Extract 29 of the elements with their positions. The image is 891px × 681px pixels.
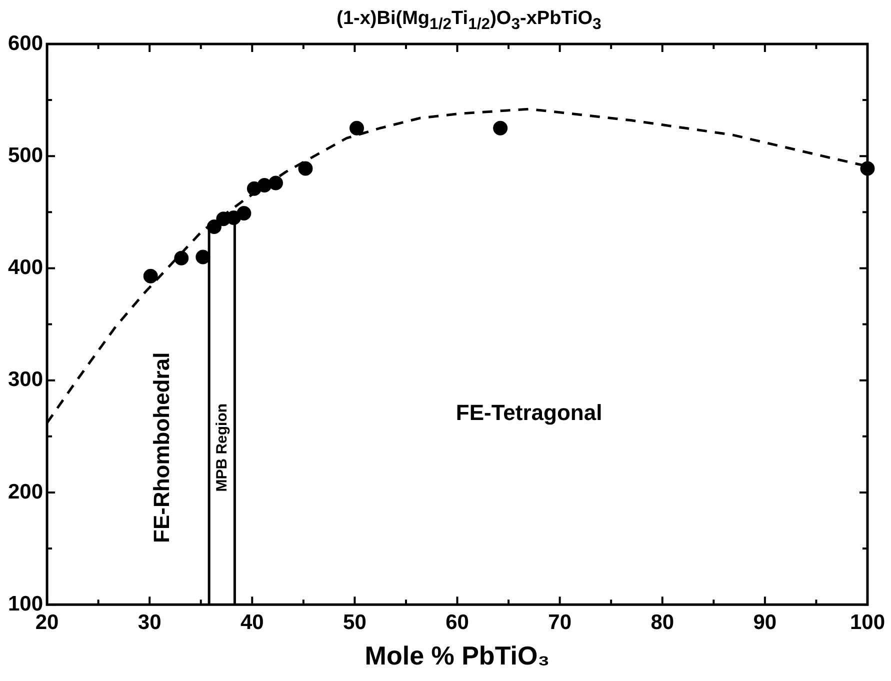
point: [257, 178, 272, 193]
x-tick-label: 60: [446, 610, 469, 634]
point: [206, 220, 222, 234]
point: [226, 210, 241, 226]
point: [268, 176, 283, 190]
y-tick-label: 300: [8, 368, 44, 392]
x-axis-title: Mole % PbTiO₃: [364, 640, 550, 671]
point: [143, 268, 158, 284]
point: [174, 250, 189, 266]
x-tick-label: 40: [240, 610, 264, 634]
x-tick-label: 90: [753, 610, 777, 634]
x-tick-label: 30: [138, 610, 162, 634]
point: [236, 206, 252, 221]
point: [196, 250, 210, 264]
y-tick-label: 500: [8, 144, 44, 167]
annotation: FE-Tetragonal: [456, 400, 602, 426]
y-tick-label: 400: [8, 256, 44, 280]
chart-title: (1-x)Bi(Mg$_{1/2}$Ti$_{1/2}$)O$_{3}$-xPbTiO$_{3}$: [336, 8, 602, 34]
y-tick-label: 200: [8, 480, 44, 504]
x-tick-label: 70: [548, 610, 572, 634]
point: [298, 161, 313, 176]
x-tick-label: 100: [850, 610, 886, 634]
x-tick-label: 80: [650, 610, 674, 634]
y-tick-label: 600: [8, 32, 44, 55]
point: [493, 120, 508, 136]
x-tick-label: 50: [343, 610, 366, 634]
annotation: MPB Region: [214, 403, 231, 492]
point: [350, 120, 364, 136]
annotation: FE-Rhombohedral: [148, 352, 174, 543]
